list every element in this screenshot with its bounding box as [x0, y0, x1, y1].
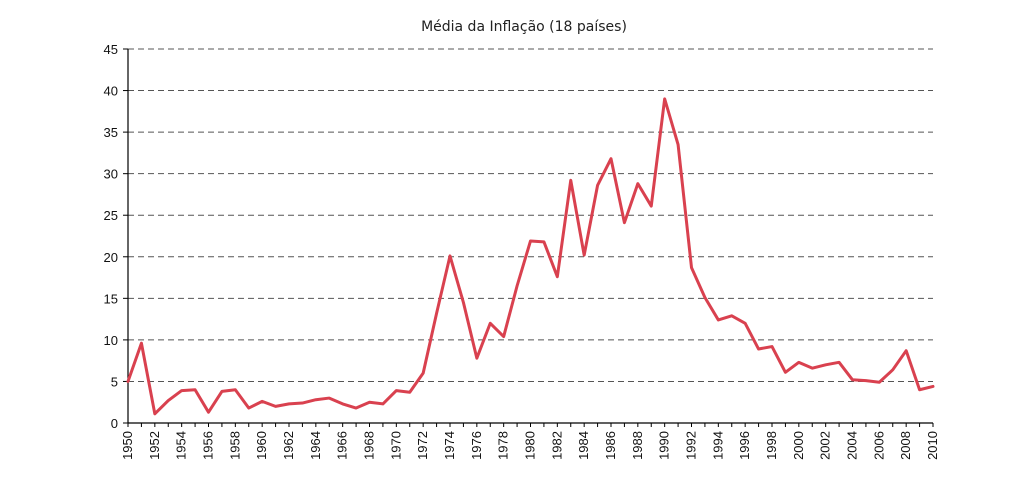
chart-title: Média da Inflação (18 países) — [421, 19, 627, 35]
x-tick-label: 1954 — [174, 431, 189, 460]
x-tick-label: 1992 — [684, 431, 699, 460]
x-tick-label: 1962 — [281, 431, 296, 460]
y-tick-label: 20 — [104, 250, 118, 265]
x-tick-label: 1988 — [630, 431, 645, 460]
x-tick-label: 1958 — [227, 431, 242, 460]
x-tick-label: 2008 — [898, 431, 913, 460]
x-tick-label: 1994 — [710, 431, 725, 460]
x-tick-label: 1980 — [523, 431, 538, 460]
y-tick-label: 15 — [104, 291, 118, 306]
x-tick-label: 1998 — [764, 431, 779, 460]
y-tick-label: 30 — [104, 167, 118, 182]
x-tick-label: 2002 — [818, 431, 833, 460]
y-tick-label: 35 — [104, 125, 118, 140]
x-tick-label: 1986 — [603, 431, 618, 460]
x-tick-label: 1984 — [576, 431, 591, 460]
x-tick-label: 1966 — [335, 431, 350, 460]
x-tick-label: 2010 — [925, 431, 940, 460]
y-tick-label: 0 — [111, 416, 118, 431]
y-tick-label: 10 — [104, 333, 118, 348]
x-tick-label: 1990 — [657, 431, 672, 460]
x-tick-label: 2004 — [845, 431, 860, 460]
x-tick-labels: 1950 1952 1954 1956 1958 1960 1962 1964 1966 1968… — [120, 431, 940, 460]
series-layer — [126, 97, 935, 416]
x-tick-label: 1978 — [496, 431, 511, 460]
x-tick-label: 1950 — [120, 431, 135, 460]
gridlines — [128, 48, 933, 382]
x-tick-label: 1976 — [469, 431, 484, 460]
x-tick-label: 1970 — [388, 431, 403, 460]
y-tick-labels: 0 5 10 15 20 25 30 35 40 45 — [104, 42, 118, 431]
y-tick-label: 5 — [111, 374, 118, 389]
y-tick-label: 25 — [104, 208, 118, 223]
x-tick-label: 1952 — [147, 431, 162, 460]
x-tick-label: 1964 — [308, 431, 323, 460]
series-line — [126, 97, 935, 416]
y-tick-label: 45 — [104, 42, 118, 57]
y-tick-label: 40 — [104, 84, 118, 99]
x-tick-label: 1972 — [415, 431, 430, 460]
x-tick-label: 1974 — [442, 431, 457, 460]
x-tick-label: 1956 — [201, 431, 216, 460]
x-tick-label: 2006 — [871, 431, 886, 460]
x-tick-label: 1996 — [737, 431, 752, 460]
axes — [123, 48, 934, 427]
x-tick-label: 1982 — [549, 431, 564, 460]
x-tick-label: 1960 — [254, 431, 269, 460]
x-tick-label: 1968 — [362, 431, 377, 460]
x-tick-label: 2000 — [791, 431, 806, 460]
